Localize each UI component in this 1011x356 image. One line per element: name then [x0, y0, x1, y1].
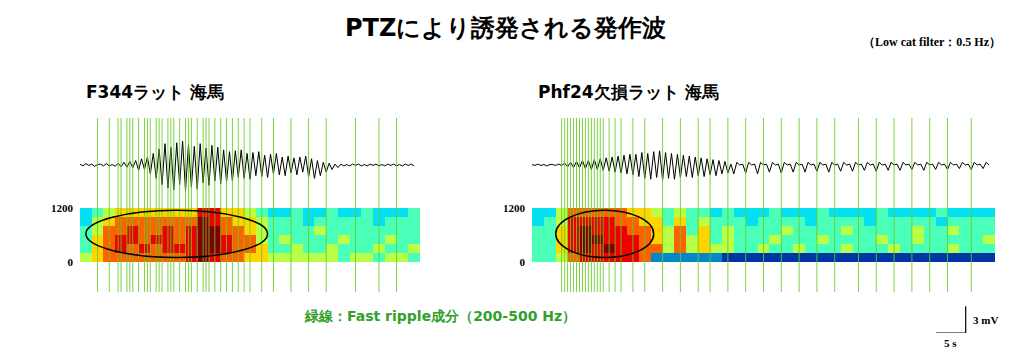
svg-text:0: 0 — [520, 256, 526, 268]
svg-text:Phf24欠損ラット 海馬: Phf24欠損ラット 海馬 — [538, 82, 719, 102]
svg-text:1200: 1200 — [51, 202, 74, 214]
svg-text:5 s: 5 s — [944, 337, 957, 349]
svg-text:PTZにより誘発される発作波: PTZにより誘発される発作波 — [345, 14, 666, 42]
svg-text:緑線：Fast ripple成分（200-500 Hz）: 緑線：Fast ripple成分（200-500 Hz） — [304, 308, 576, 324]
svg-text:F344ラット 海馬: F344ラット 海馬 — [86, 82, 224, 102]
svg-text:（Low cat filter：0.5 Hz）: （Low cat filter：0.5 Hz） — [863, 35, 1001, 49]
svg-text:3 mV: 3 mV — [973, 314, 998, 326]
svg-text:1200: 1200 — [503, 202, 526, 214]
svg-text:0: 0 — [68, 256, 74, 268]
